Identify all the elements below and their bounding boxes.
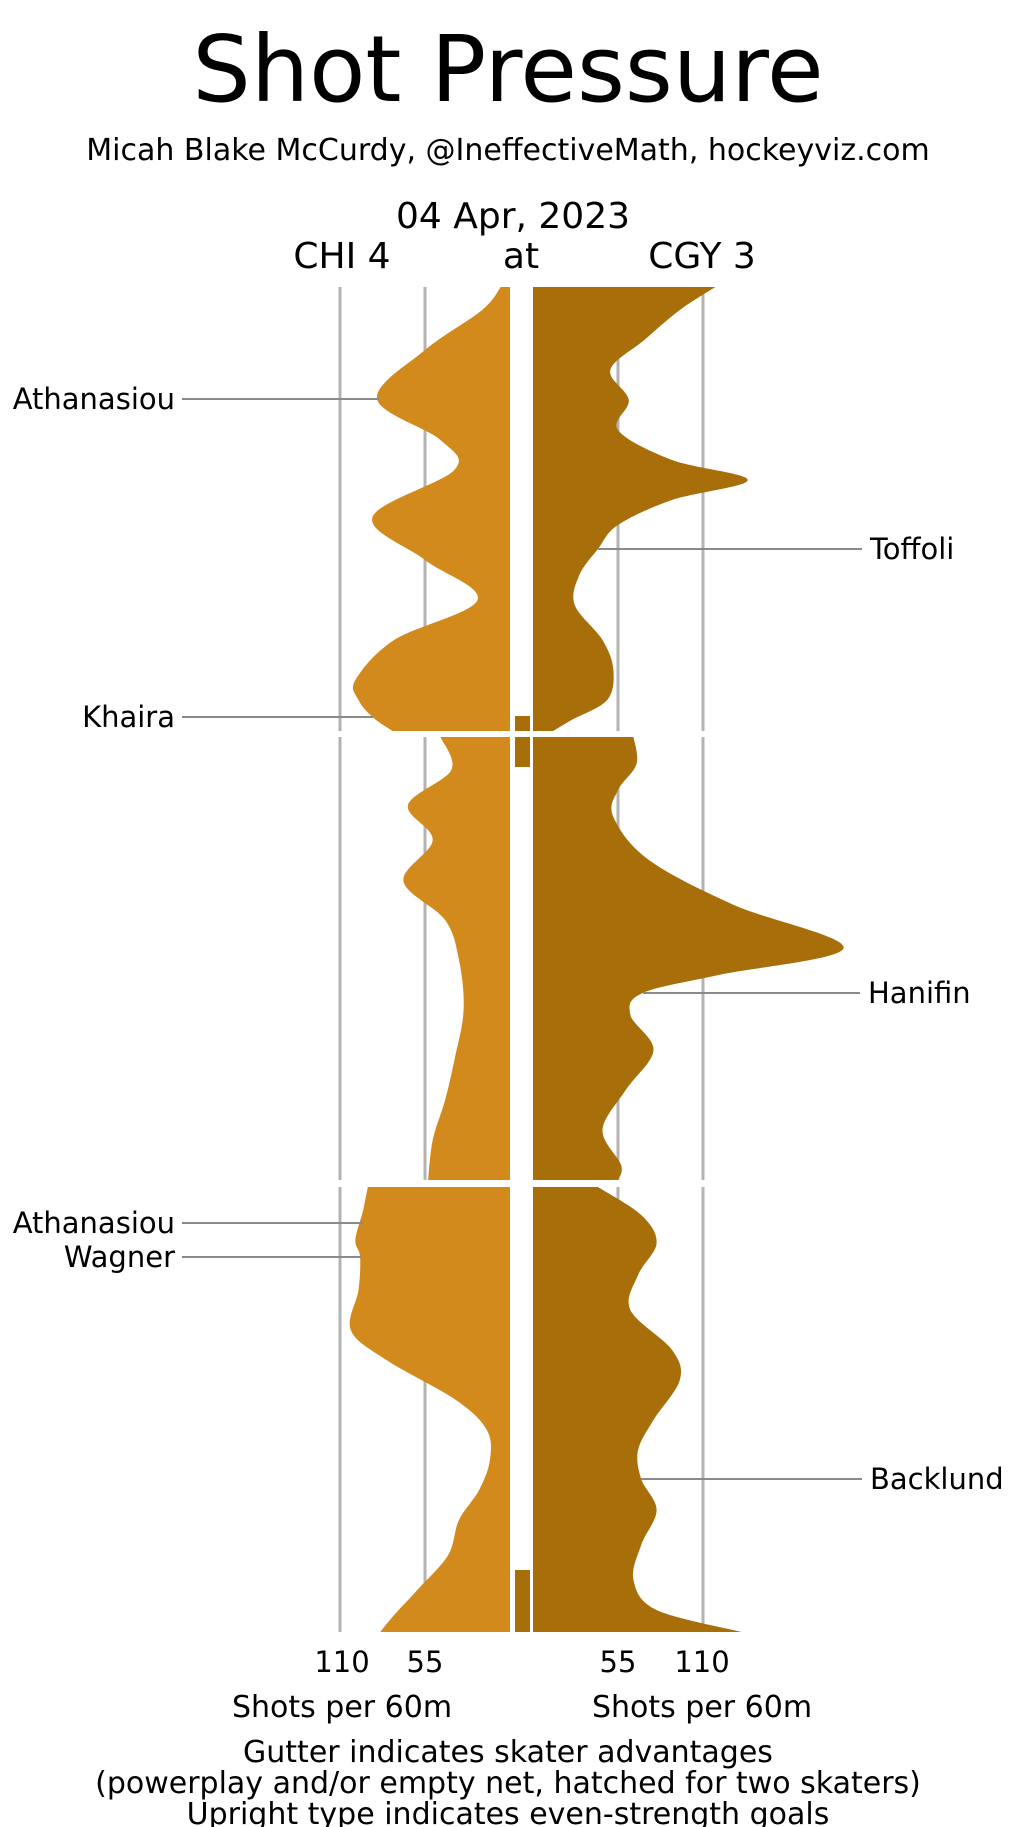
page-title: Shot Pressure xyxy=(192,16,824,123)
axis-tick-right-110: 110 xyxy=(674,1645,730,1679)
axis-tick-left-55: 55 xyxy=(406,1645,444,1679)
advantage-block xyxy=(515,737,530,767)
axis-label-left: Shots per 60m xyxy=(231,1690,453,1725)
axis-tick-right-55: 55 xyxy=(599,1645,637,1679)
goal-label-toffoli: Toffoli xyxy=(870,532,955,566)
violin-cgy xyxy=(533,1187,742,1632)
violin-chi xyxy=(349,1187,510,1632)
goal-label-athanasiou-1: Athanasiou xyxy=(12,382,175,416)
goal-label-wagner: Wagner xyxy=(63,1240,175,1274)
footer-line-1: Gutter indicates skater advantages xyxy=(243,1735,773,1770)
footer-line-2: (powerplay and/or empty net, hatched for… xyxy=(95,1766,921,1801)
goal-label-athanasiou-2: Athanasiou xyxy=(12,1206,175,1240)
violin-cgy xyxy=(533,287,748,731)
violin-chi xyxy=(352,287,510,731)
violin-cgy xyxy=(533,737,844,1180)
axis-tick-left-110: 110 xyxy=(314,1645,370,1679)
goal-label-khaira: Khaira xyxy=(82,700,175,734)
game-date: 04 Apr, 2023 xyxy=(395,196,631,237)
axis-label-right: Shots per 60m xyxy=(591,1690,813,1725)
goal-label-backlund: Backlund xyxy=(870,1462,1004,1496)
violin-chi xyxy=(403,737,510,1180)
advantage-block xyxy=(515,716,530,731)
home-team-score: CGY 3 xyxy=(648,236,756,277)
attribution-subtitle: Micah Blake McCurdy, @IneffectiveMath, h… xyxy=(86,133,930,168)
at-label: at xyxy=(502,236,540,277)
footer-line-3: Upright type indicates even-strength goa… xyxy=(186,1797,830,1827)
away-team-score: CHI 4 xyxy=(293,236,391,277)
goal-label-hanifin: Hanifin xyxy=(868,976,971,1010)
advantage-block xyxy=(515,1570,530,1632)
